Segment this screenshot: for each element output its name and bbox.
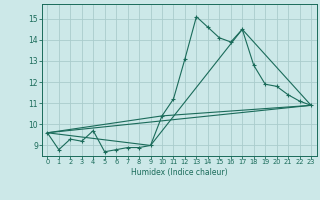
- X-axis label: Humidex (Indice chaleur): Humidex (Indice chaleur): [131, 168, 228, 177]
